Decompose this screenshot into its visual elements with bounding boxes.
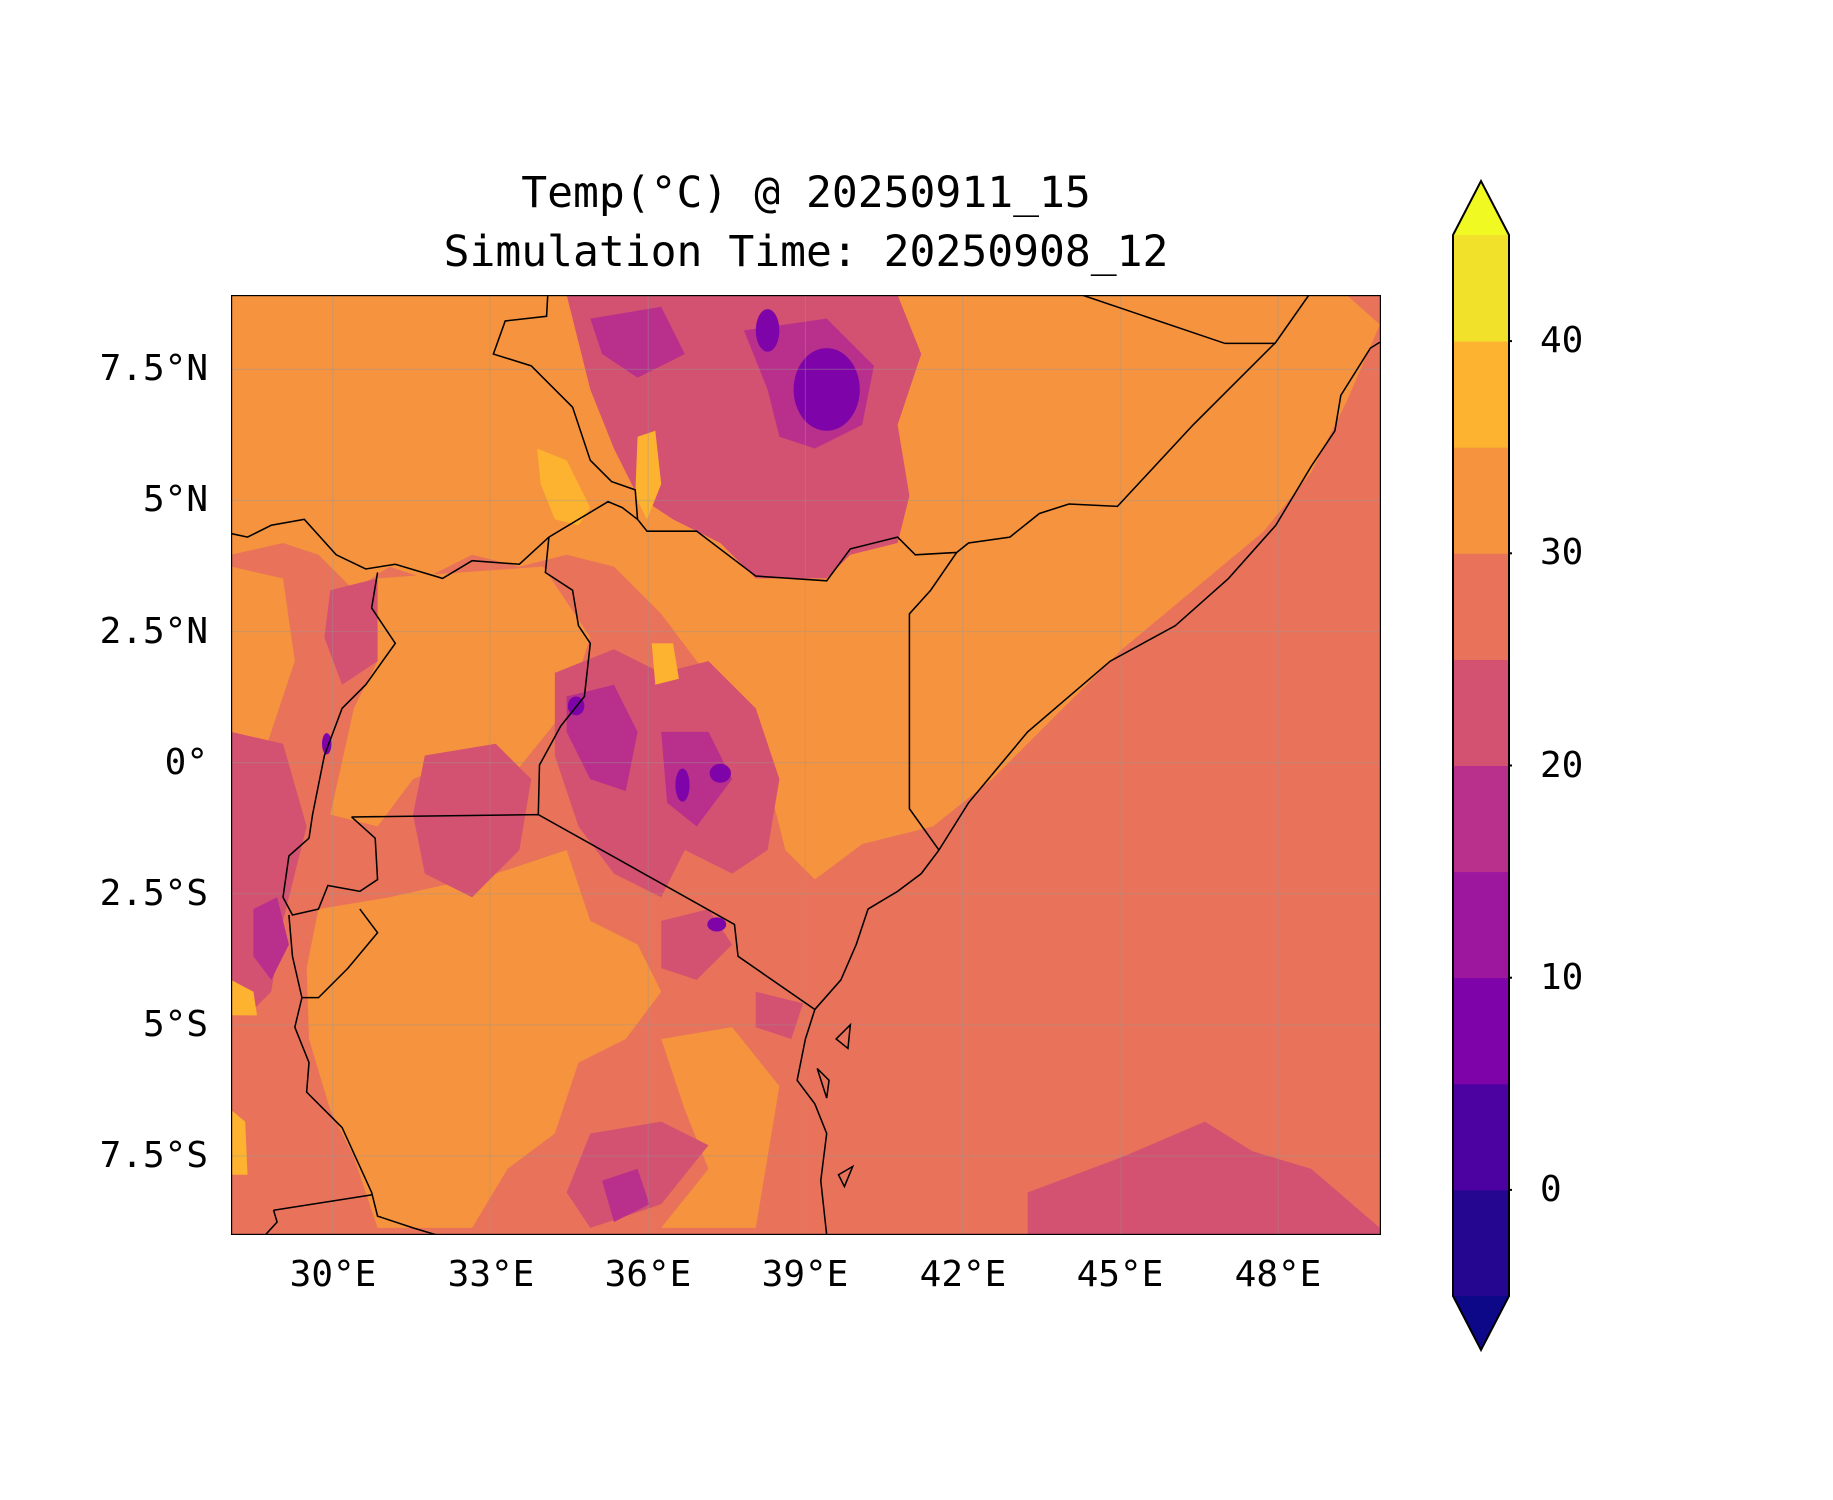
field-30-35-south — [306, 850, 662, 1228]
colorbar-bin — [1453, 977, 1509, 1085]
colorbar-tick-label: 20 — [1540, 744, 1584, 786]
y-tick-label: 0° — [164, 742, 208, 783]
x-tick-label: 36°E — [604, 1254, 692, 1295]
country-borders — [231, 295, 1381, 1235]
y-tick-label: 7.5°N — [99, 348, 208, 389]
gridlines — [231, 295, 1381, 1235]
x-tick-label: 42°E — [919, 1254, 1007, 1295]
field-5-15 — [322, 309, 860, 932]
y-tick-label: 2.5°N — [99, 611, 208, 652]
colorbar-bin — [1453, 765, 1509, 873]
field-30-35-north — [231, 295, 1380, 880]
colorbar-tick-label: 10 — [1540, 956, 1584, 998]
temperature-map — [231, 295, 1381, 1235]
colorbar-bin — [1453, 235, 1509, 342]
x-tick-label: 30°E — [289, 1254, 377, 1295]
colorbar-tick-label: 40 — [1540, 320, 1584, 362]
x-tick-label: 45°E — [1076, 1254, 1164, 1295]
colorbar-bin — [1453, 447, 1509, 554]
colorbar-bin — [1453, 341, 1509, 448]
x-tick-label: 39°E — [761, 1254, 849, 1295]
x-tick-label: 48°E — [1234, 1254, 1322, 1295]
y-tick-label: 5°S — [142, 1004, 208, 1045]
y-tick-label: 5°N — [142, 479, 208, 520]
x-tick-label: 33°E — [447, 1254, 535, 1295]
colorbar-tick-label: 0 — [1540, 1168, 1562, 1210]
colorbar-bin — [1453, 1083, 1509, 1191]
chart-subtitle: Simulation Time: 20250908_12 — [443, 227, 1169, 277]
colorbar-under-extension — [1453, 1296, 1509, 1350]
field-35-40 — [231, 430, 679, 1175]
colorbar-bin — [1453, 553, 1509, 660]
y-tick-label: 7.5°S — [99, 1135, 208, 1176]
y-tick-label: 2.5°S — [99, 873, 208, 914]
colorbar-tick-label: 30 — [1540, 532, 1584, 574]
colorbar-over-extension — [1453, 181, 1509, 235]
colorbar — [1452, 178, 1512, 1353]
colorbar-outline — [1452, 178, 1510, 1353]
colorbar-bin — [1453, 871, 1509, 979]
chart-title: Temp(°C) @ 20250911_15 — [521, 168, 1091, 218]
field-30-35-southeast — [661, 1027, 780, 1228]
colorbar-bin — [1453, 1189, 1509, 1297]
field-30-35-west — [330, 566, 591, 827]
colorbar-bin — [1453, 659, 1509, 766]
